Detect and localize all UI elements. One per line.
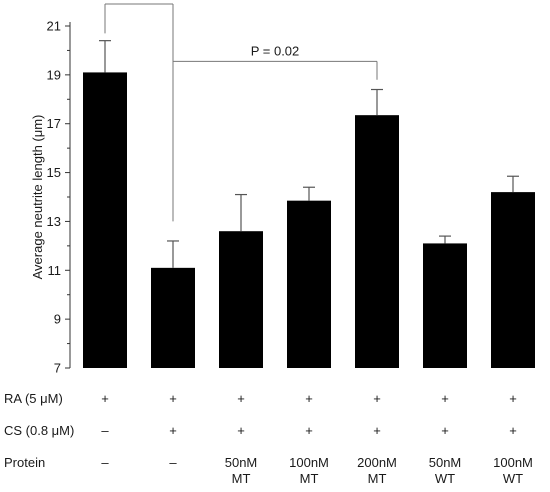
- y-tick-label: 7: [54, 361, 61, 376]
- y-tick-label: 17: [47, 116, 61, 131]
- condition-mark: +: [169, 391, 177, 406]
- significance-label: P = 0.02: [251, 43, 300, 58]
- condition-row-label: Protein: [4, 455, 45, 470]
- condition-mark: +: [305, 391, 313, 406]
- condition-mark: –: [101, 423, 109, 438]
- y-tick-label: 9: [54, 312, 61, 327]
- condition-mark-line: MT: [368, 471, 387, 486]
- condition-mark-line: 100nM: [493, 455, 533, 470]
- bar: [491, 192, 535, 368]
- condition-mark-line: MT: [232, 471, 251, 486]
- bar: [355, 115, 399, 369]
- significance-label: P = 0.002: [111, 0, 167, 1]
- condition-mark: +: [373, 391, 381, 406]
- condition-mark-line: 50nM: [429, 455, 462, 470]
- condition-mark: +: [101, 391, 109, 406]
- condition-mark: –: [169, 455, 177, 470]
- condition-mark-line: 100nM: [289, 455, 329, 470]
- bar: [83, 72, 127, 369]
- condition-mark: +: [509, 391, 517, 406]
- bar: [151, 267, 195, 368]
- condition-mark: +: [305, 423, 313, 438]
- condition-mark: +: [237, 423, 245, 438]
- condition-mark: +: [509, 423, 517, 438]
- condition-mark-line: MT: [300, 471, 319, 486]
- y-tick-label: 19: [47, 67, 61, 82]
- condition-mark: –: [101, 455, 109, 470]
- bar: [219, 231, 263, 368]
- condition-mark: +: [237, 391, 245, 406]
- bar: [423, 243, 467, 368]
- y-tick-label: 15: [47, 165, 61, 180]
- y-tick-label: 11: [48, 263, 62, 278]
- condition-row-label: RA (5 μM): [4, 391, 63, 406]
- condition-mark-line: WT: [503, 471, 523, 486]
- condition-mark: +: [441, 391, 449, 406]
- y-axis-label: Average neutrite length (μm): [30, 115, 45, 280]
- condition-mark-line: 50nM: [225, 455, 258, 470]
- condition-mark: +: [441, 423, 449, 438]
- condition-mark-line: 200nM: [357, 455, 397, 470]
- condition-row-label: CS (0.8 μM): [4, 423, 74, 438]
- condition-mark-line: WT: [435, 471, 455, 486]
- y-tick-label: 21: [47, 19, 61, 34]
- bar: [287, 200, 331, 368]
- y-tick-label: 13: [47, 214, 61, 229]
- condition-mark: +: [169, 423, 177, 438]
- condition-mark: +: [373, 423, 381, 438]
